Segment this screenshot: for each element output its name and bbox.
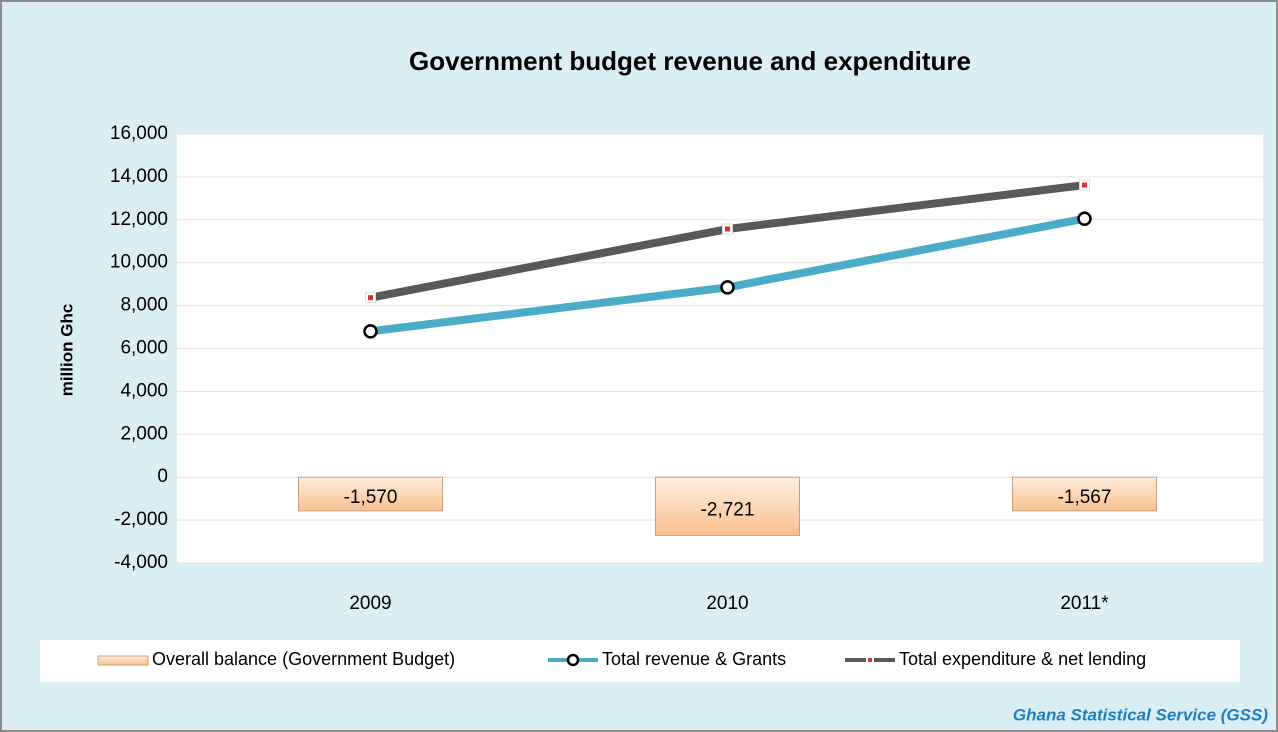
legend-label: Total expenditure & net lending bbox=[899, 649, 1146, 669]
y-tick-label: 14,000 bbox=[110, 166, 168, 187]
x-tick-label: 2009 bbox=[349, 593, 391, 614]
line-marker-center bbox=[368, 295, 373, 301]
legend-box bbox=[40, 640, 1240, 682]
line-marker-center bbox=[1082, 182, 1087, 188]
bar bbox=[298, 476, 443, 512]
y-tick-label: 12,000 bbox=[110, 209, 168, 230]
line-marker bbox=[1077, 211, 1092, 226]
chart-title: Government budget revenue and expenditur… bbox=[409, 46, 971, 76]
line-marker bbox=[720, 280, 735, 295]
line-marker-center bbox=[725, 226, 730, 232]
x-tick-label: 2010 bbox=[706, 593, 748, 614]
legend-marker-center bbox=[868, 658, 872, 662]
line-marker bbox=[363, 324, 378, 339]
y-tick-label: 0 bbox=[157, 466, 168, 487]
y-tick-label: 2,000 bbox=[120, 423, 168, 444]
bar bbox=[655, 476, 800, 537]
x-tick-label: 2011* bbox=[1060, 593, 1109, 614]
y-tick-label: -4,000 bbox=[114, 552, 168, 573]
legend-swatch bbox=[97, 655, 149, 666]
legend-label: Overall balance (Government Budget) bbox=[152, 649, 455, 669]
legend-label: Total revenue & Grants bbox=[602, 649, 786, 669]
legend-marker bbox=[566, 653, 580, 667]
y-tick-label: 4,000 bbox=[120, 380, 168, 401]
data-label: -1,570 bbox=[344, 487, 398, 508]
y-axis-label: million Ghc bbox=[57, 304, 76, 397]
source: Ghana Statistical Service (GSS) bbox=[1013, 705, 1268, 724]
y-tick-label: 10,000 bbox=[110, 252, 168, 273]
data-label: -1,567 bbox=[1058, 487, 1112, 508]
y-tick-label: 16,000 bbox=[110, 123, 168, 144]
y-tick-label: 6,000 bbox=[120, 338, 168, 359]
bar bbox=[1012, 476, 1157, 512]
y-tick-label: 8,000 bbox=[120, 295, 168, 316]
data-label: -2,721 bbox=[701, 499, 755, 520]
y-tick-label: -2,000 bbox=[114, 509, 168, 530]
